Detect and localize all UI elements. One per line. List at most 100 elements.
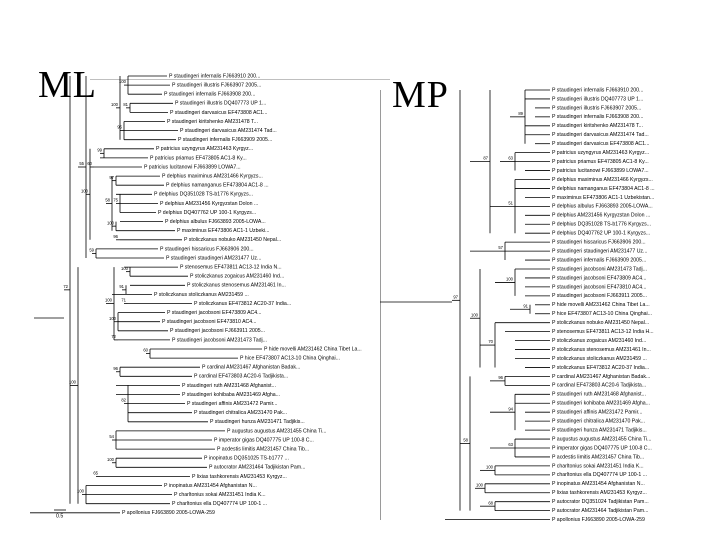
taxon-label: P staudingeri affinis AM231472 Pamir... (552, 410, 642, 416)
taxon-label: P staudingeri infernalis FJ663909 2005..… (552, 257, 646, 263)
taxon-label: P staudingeri darvasicus AM231474 Tad... (180, 128, 277, 134)
taxon-label: P staudingeri jacobsoni EF473809 AC4... (167, 310, 262, 316)
taxon-label: P staudingeri infernalis FJ663910 200... (552, 87, 643, 93)
taxon-label: P delphius DQ351028 TS-b1776 Kyrgyzs... (552, 222, 651, 228)
taxon-label: P staudingeri kohibaba AM231469 Afgha... (552, 401, 650, 407)
bootstrap-value: 100 (506, 277, 514, 282)
taxon-label: P imperator gigas DQ407775 UP 100-8 C... (552, 445, 652, 451)
bootstrap-value: 94 (508, 406, 513, 411)
bootstrap-value: 59 (89, 248, 94, 253)
taxon-label: P staudingeri hunza AM231471 Tadjikis... (210, 419, 305, 425)
taxon-label: P staudingeri kiritshenko AM231478 T... (167, 119, 258, 125)
taxon-label: P patricius uzyngyrus AM231463 Kyrgyz... (156, 146, 253, 152)
taxon-label: P patricius lucitanowi FJ663899 LOWA7... (552, 168, 649, 174)
taxon-label: P cardinal EF473803 AC20-6 Tadjikista... (552, 383, 646, 389)
taxon-label: P acdestis limitis AM231457 China Tib... (217, 446, 309, 452)
taxon-label: P stenosemus EF473811 AC13-12 India H... (552, 329, 654, 335)
bootstrap-value: 60 (143, 348, 148, 353)
taxon-label: P delphius namanganus EF473804 AC1-8 ... (166, 183, 269, 189)
taxon-label: P staudingeri infernalis FJ663908 200... (552, 114, 643, 120)
taxon-label: P hice EF473807 AC13-10 China Qinghai... (552, 311, 652, 317)
bootstrap-value: 63 (508, 156, 513, 161)
taxon-label: P stenosemus EF473811 AC13-12 India N... (180, 264, 282, 270)
taxon-label: P charltonius sokai AM231451 India K... (552, 463, 644, 469)
bootstrap-value: 57 (498, 245, 503, 250)
taxon-label: P staudingeri jacobsoni FJ663911 2005... (552, 293, 647, 299)
taxon-label: P charltonius sokai AM231451 India K... (174, 492, 266, 498)
taxon-label: P stoliczkanus zogaicus AM231460 Ind... (190, 274, 284, 280)
bootstrap-value: 71 (121, 298, 126, 303)
taxon-label: P inopinatus AM231454 Afghanistan N... (164, 483, 257, 489)
taxon-label: P stoliczkanus stoliczkanus AM231459 ... (552, 356, 647, 362)
bootstrap-value: 70 (488, 339, 493, 344)
taxon-label: P staudingeri jacobsoni EF473809 AC4... (552, 275, 647, 281)
taxon-label: P patricius priamus EF473805 AC1-8 Ky... (150, 155, 247, 161)
bootstrap-value: 100 (121, 266, 129, 271)
taxon-label: P maximinus EF473806 AC1-1 Uzbeki... (177, 228, 269, 234)
bootstrap-value: 100 (109, 316, 117, 321)
taxon-label: P staudingeri darvasicus EF473808 AC1... (552, 141, 649, 147)
bootstrap-value: 100 (476, 482, 484, 487)
taxon-label: P staudingeri affinis AM231472 Pamir... (187, 401, 277, 407)
taxon-label: P staudingeri illustris DQ407773 UP 1... (552, 96, 643, 102)
taxon-label: P staudingeri infernalis FJ663910 200... (169, 73, 260, 79)
title-underline (90, 79, 390, 80)
bootstrap-value: 75 (113, 198, 118, 203)
bootstrap-value: 100 (69, 380, 77, 385)
taxon-label: P staudingeri illustris FJ663907 2005... (172, 82, 261, 88)
taxon-label: P delphius albulus FJ663893 2005-LOWA... (165, 219, 266, 225)
bootstrap-value: 87 (483, 156, 488, 161)
taxon-label: P delphius AM231456 Kyrgyzstan Dolon ... (552, 213, 650, 219)
bootstrap-value: 54 (109, 434, 114, 439)
taxon-label: P inopinatus DQ351025 TS-b1777 ... (204, 456, 289, 462)
taxon-label: P autocrator AM231464 Tadjikistan Pam... (552, 508, 648, 514)
bootstrap-value: 51 (508, 200, 513, 205)
taxon-label: P cardinal AM231467 Afghanistan Badak... (202, 365, 300, 371)
bootstrap-value: 97 (453, 294, 458, 299)
taxon-label: P stoliczkanus stoliczkanus AM231459 ... (154, 292, 249, 298)
mp-phylogenetic-tree: P staudingeri infernalis FJ663910 200...… (380, 87, 655, 523)
taxon-label: P staudingeri jacobsoni AM231473 Tadj... (172, 337, 267, 343)
taxon-label: P augustus augustus AM231455 China Ti... (227, 428, 326, 434)
taxon-label: P staudingeri jacobsoni EF473810 AC4... (162, 319, 257, 325)
bootstrap-value: 100 (77, 489, 85, 494)
taxon-label: P inopinatus AM231454 Afghanistan N... (552, 481, 645, 487)
taxon-label: P cardinal EF473803 AC20-6 Tadjikista... (194, 374, 288, 380)
taxon-label: P charltonius ella DQ407774 UP 100-1 ... (552, 472, 647, 478)
taxon-label: P acdestis limitis AM231457 China Tib... (552, 454, 644, 460)
taxon-label: P staudingeri kohibaba AM231469 Afgha... (182, 392, 280, 398)
bootstrap-value: 72 (63, 284, 68, 289)
taxon-label: P hide movelli AM231462 China Tibet La..… (264, 346, 362, 352)
bootstrap-value: 58 (463, 438, 468, 443)
taxon-label: P staudingeri jacobsoni EF473810 AC4... (552, 284, 647, 290)
taxon-label: P staudingeri hissaricus FJ663906 200... (160, 246, 254, 252)
bootstrap-value: 89 (518, 111, 523, 116)
ml-phylogenetic-tree: P staudingeri infernalis FJ663910 200...… (30, 73, 362, 519)
taxon-label: P apollonius FJ663890 2005-LOWA-259 (552, 517, 645, 523)
taxon-label: P delphius namanganus EF473804 AC1-8 ... (552, 186, 655, 192)
bootstrap-value: 68 (488, 500, 493, 505)
taxon-label: P stoliczkanus EF473812 AC20-37 India... (552, 365, 649, 371)
taxon-label: P staudingeri ruth AM231468 Afghanist... (552, 392, 646, 398)
bootstrap-value: 63 (508, 442, 513, 447)
taxon-label: P charltonius ella DQ407774 UP 100-1 ... (172, 501, 267, 507)
taxon-label: P stoliczkanus EF473812 AC20-37 India... (194, 301, 291, 307)
bootstrap-value: 100 (471, 312, 479, 317)
taxon-label: P delphius AM231456 Kyrgyzstan Dolon ... (160, 201, 258, 207)
bootstrap-value: 55 (79, 161, 84, 166)
taxon-label: P delphius DQ407762 UP 100-1 Kyrgyzs... (552, 231, 650, 237)
taxon-label: P staudingeri hissaricus FJ663906 200... (552, 240, 646, 246)
taxon-label: P staudingeri hunza AM231471 Tadjikis... (552, 427, 647, 433)
taxon-label: P lixias tashkorensis AM231453 Kyrgyz... (552, 490, 647, 496)
taxon-label: P stoliczkanus zogaicus AM231460 Ind... (552, 338, 646, 344)
taxon-label: P staudingeri chitralica AM231470 Pak... (552, 419, 645, 425)
taxon-label: P staudingeri staudingeri AM231477 Uz... (552, 248, 647, 254)
taxon-label: P staudingeri illustris DQ407773 UP 1... (175, 101, 266, 107)
bootstrap-value: 96 (113, 234, 118, 239)
bootstrap-value: 100 (105, 298, 113, 303)
taxon-label: P stoliczkanus nobuko AM231450 Nepal... (552, 320, 649, 326)
scale-label: 0.5 (56, 513, 63, 519)
taxon-label: P delphius DQ407762 UP 100-1 Kyrgyzs... (158, 210, 256, 216)
bootstrap-value: 100 (119, 79, 127, 84)
